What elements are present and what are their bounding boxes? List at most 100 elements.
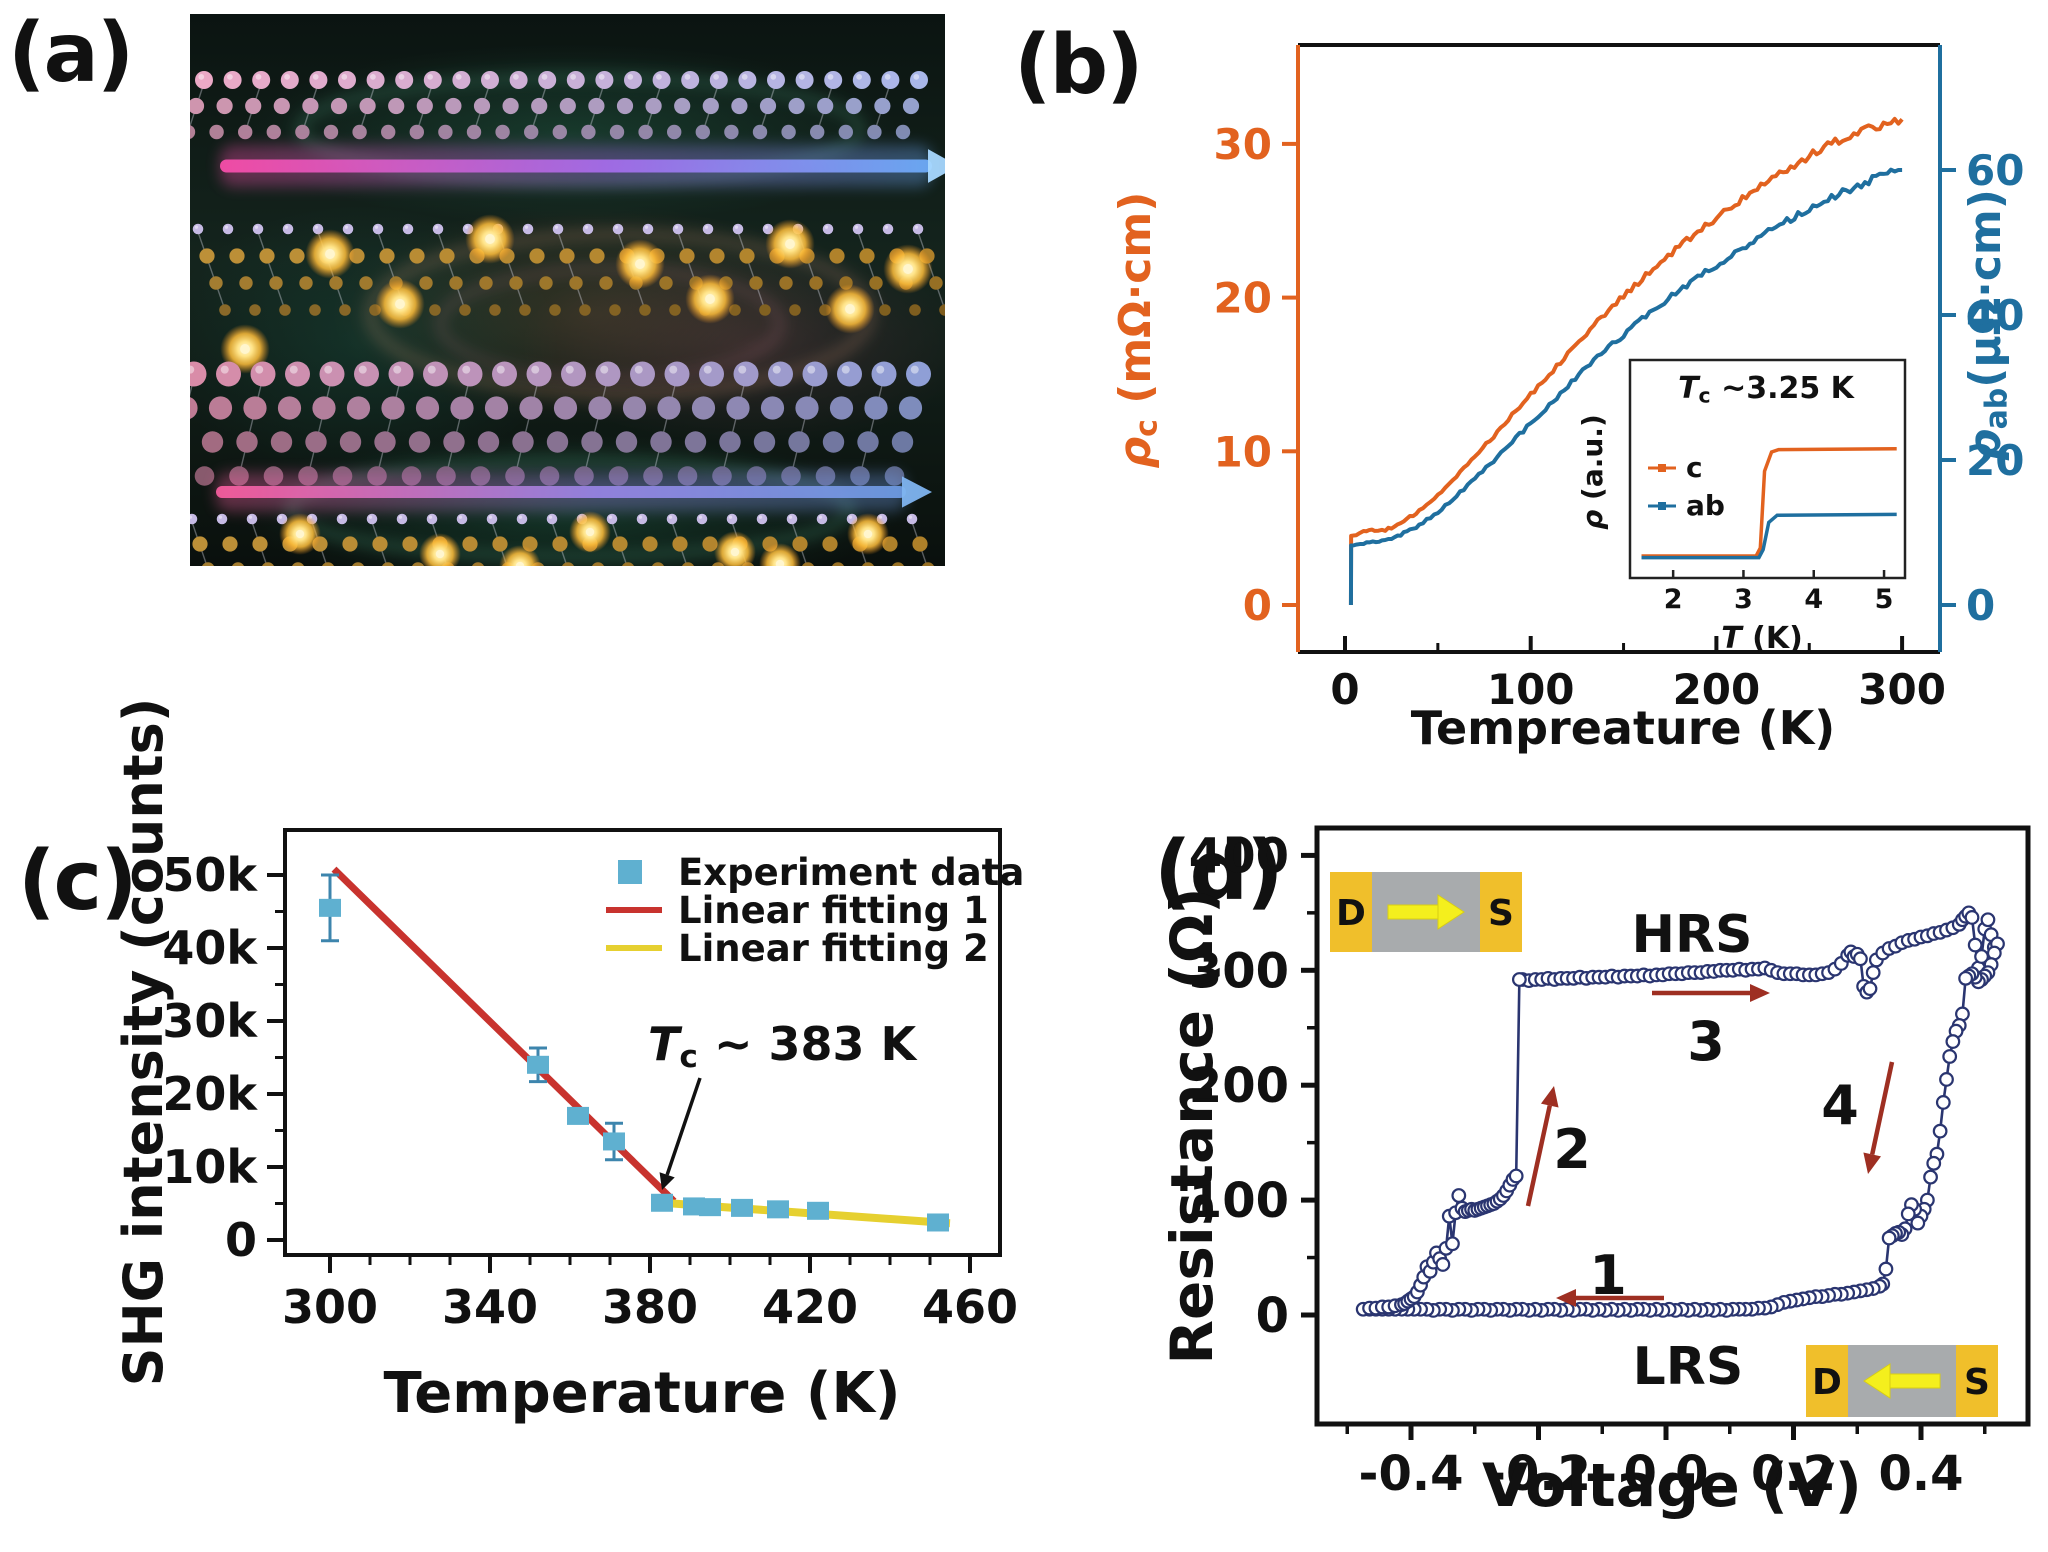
panel-c-label: (c) [18,834,138,929]
atom [864,396,888,420]
atom-highlight [190,515,193,519]
atom [402,223,414,235]
bond [238,376,264,477]
atom [539,276,553,290]
atom [810,124,825,140]
atom [216,513,228,525]
atom [666,513,678,525]
cooper-pair-core [845,304,855,314]
atom [749,276,763,290]
data-marker [1910,1215,1926,1231]
atom [416,97,433,115]
atom [559,248,575,264]
atom [192,223,204,235]
atom [339,431,362,453]
polarization-arrow-shaft [1885,1373,1941,1389]
atom [588,396,612,420]
inset-tick-label: 2 [1664,584,1683,615]
sweep-arrow-3-head [1750,984,1770,1002]
atom-highlight [344,225,349,229]
data-marker [1980,912,1996,928]
tick-label-x: 200 [1673,665,1761,714]
atom [581,124,596,140]
atom-highlight [848,515,853,519]
series-c [1348,116,1904,606]
atom [473,97,491,115]
atom [199,248,215,264]
bond [257,231,286,311]
atom [672,536,688,552]
atom-highlight [312,73,319,80]
bond [790,376,816,477]
bond [737,231,766,311]
data-marker [1926,1155,1942,1171]
atom [552,223,564,235]
atom [874,97,891,115]
tick-label-right: 20 [1966,436,2024,485]
inset-series-ab [1641,512,1897,560]
atom-highlight [434,225,439,229]
atom [681,71,700,89]
atom [472,562,484,566]
atom [531,97,548,115]
atom [759,97,777,115]
atom [330,97,348,115]
axis-label-y-right: ρab(μΩ·cm) [1960,189,2015,461]
data-marker [1853,951,1868,967]
atom [342,223,354,235]
tick-label-left: 0 [1243,581,1272,630]
atomic-layer [190,513,934,566]
cooper-pair-core [240,344,250,354]
atom [412,562,424,566]
atom [674,97,691,115]
atom [319,361,345,387]
atom-highlight [194,225,199,229]
atom [445,97,462,115]
atom [546,513,558,525]
data-marker [1964,910,1980,925]
atom [359,276,373,290]
legend-label: Experiment data [678,851,1024,894]
cooper-pair-core [325,249,335,259]
atom [788,431,810,453]
device-label-d: D [1336,893,1366,934]
atom-highlight [218,515,223,519]
atom [630,361,655,387]
atom-highlight [484,73,491,80]
tick-label-x: 0.4 [1878,1446,1963,1502]
cooper-pair-glow [759,543,801,566]
inset-axis-label-x: T (K) [1721,621,1803,656]
tick-label-x: 380 [602,1280,698,1334]
atom [519,396,543,420]
atom [589,248,605,264]
atom-highlight [638,515,643,519]
atom [642,223,654,235]
data-point [567,1106,589,1125]
atom-highlight [824,225,829,229]
atom [289,248,305,264]
atom [612,536,628,552]
atom [524,124,539,140]
tick-label-left: 20 [1214,274,1272,323]
atom [616,97,634,115]
atom [652,562,664,566]
atom [702,223,714,235]
cooper-pair-core [485,234,495,244]
atom [489,304,501,316]
atom-highlight [496,365,505,374]
atom [280,71,299,89]
atom [432,223,444,235]
atom [223,71,242,89]
atom-highlight [656,73,662,80]
bond [197,231,226,311]
atom [388,97,405,115]
atom [682,562,694,566]
atom [429,304,441,316]
atom-highlight [531,365,540,374]
atom [753,431,776,453]
atom-highlight [341,73,348,80]
atom [292,562,304,566]
atom [269,276,283,290]
